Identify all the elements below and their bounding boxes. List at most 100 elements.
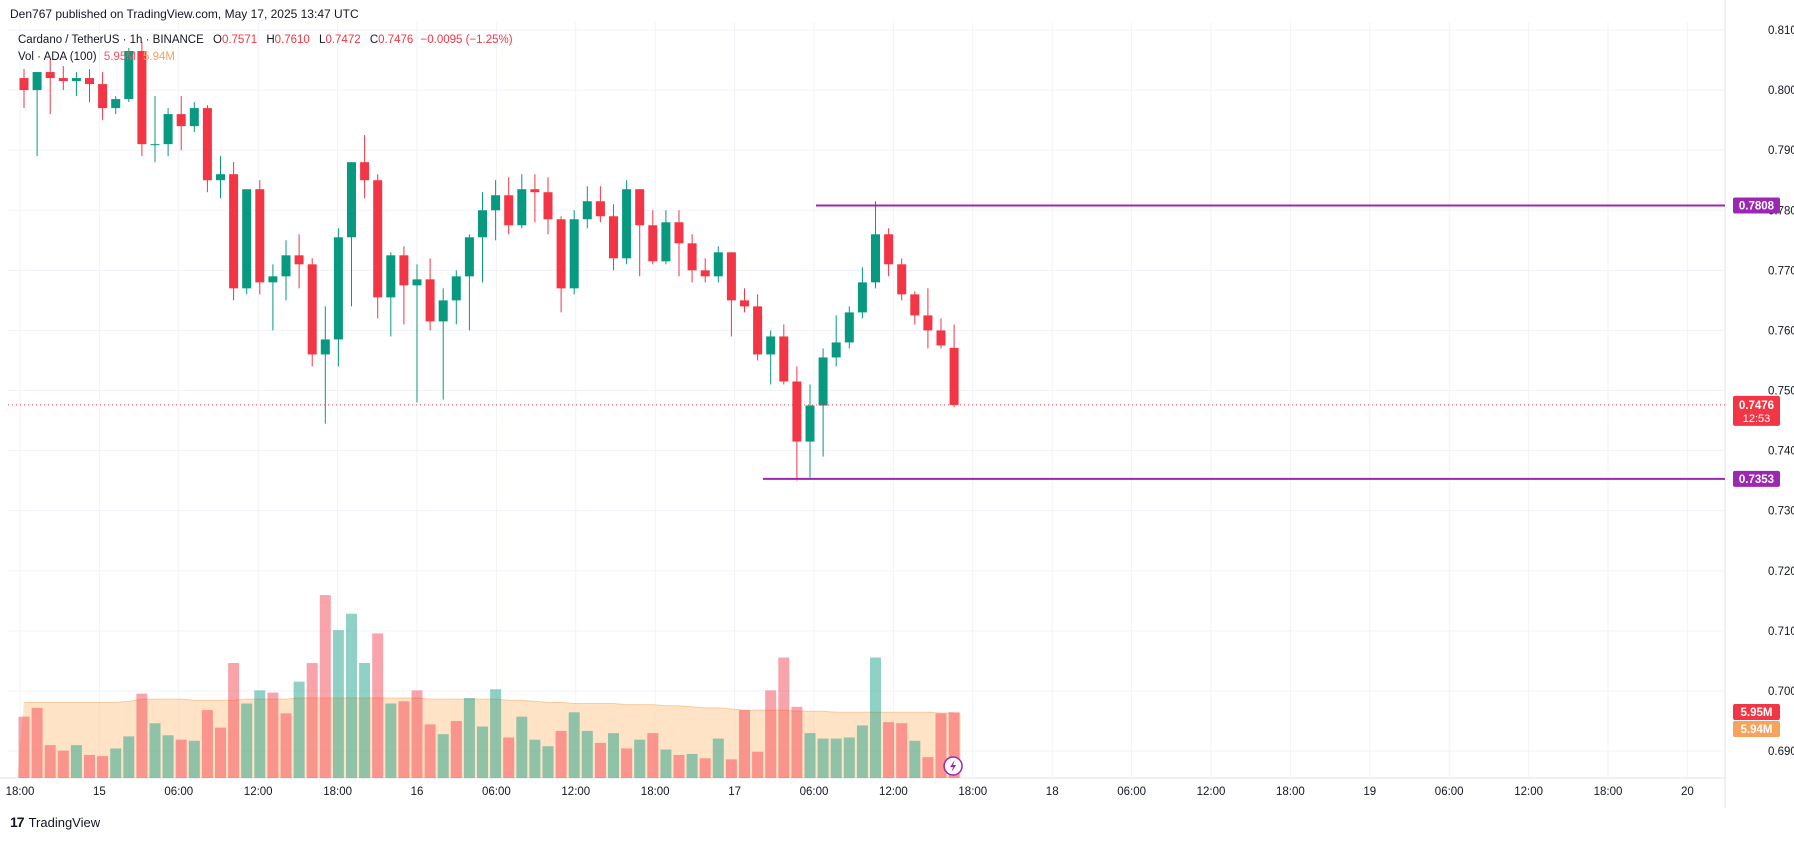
volume-bar (201, 710, 213, 778)
volume-bar (634, 739, 646, 778)
volume-bar (647, 733, 659, 778)
candle (176, 96, 186, 151)
volume-ma-badge: 5.94M (1741, 724, 1773, 736)
candle (373, 174, 383, 319)
candle-body (412, 279, 422, 286)
candle-body (530, 189, 540, 193)
candle-body (923, 315, 933, 331)
candle (609, 204, 618, 271)
volume-bar (215, 727, 226, 778)
candle-body (818, 357, 828, 406)
candle-body (792, 381, 802, 442)
volume-bar (293, 681, 305, 778)
candle (464, 234, 474, 331)
candle (229, 162, 239, 301)
candle (124, 48, 134, 103)
volume-bar (568, 712, 580, 778)
volume-bar (175, 739, 187, 778)
candle (111, 96, 121, 115)
candle-body (884, 234, 894, 265)
volume-bar (699, 758, 711, 778)
volume-bar (372, 633, 384, 778)
candle-body (491, 195, 501, 211)
volume-bar (70, 745, 82, 778)
last-price-badge: 0.7476 (1739, 400, 1774, 412)
ohlc-legend: Cardano / TetherUS · 1h · BINANCE O0.757… (18, 34, 513, 46)
candle (347, 162, 356, 307)
candle (569, 210, 579, 295)
candle (884, 228, 894, 277)
volume-bar (84, 755, 95, 778)
brand-name: TradingView (28, 814, 101, 830)
volume-label: Vol · ADA (100) (18, 51, 97, 63)
candle (674, 210, 684, 277)
candle-body (124, 51, 134, 100)
candle-body (202, 108, 212, 181)
candle-body (425, 279, 435, 322)
candle-body (386, 255, 396, 298)
candle-body (320, 339, 330, 355)
volume-bar (935, 713, 947, 778)
volume-layer (17, 595, 961, 778)
candle-body (360, 162, 370, 181)
volume-bar (188, 740, 200, 778)
candle-body (700, 270, 710, 277)
candle-body (137, 51, 147, 145)
candle-body (189, 108, 199, 127)
candle (530, 174, 540, 223)
candle (582, 186, 592, 229)
candle-body (661, 222, 671, 262)
x-tick-label: 06:00 (1117, 786, 1146, 798)
candle (58, 66, 68, 91)
volume-bar (608, 733, 619, 778)
grid (0, 0, 1726, 808)
volume-bar (843, 737, 855, 778)
candle (425, 258, 435, 331)
close-value: 0.7476 (378, 34, 414, 46)
x-tick-label: 18:00 (323, 786, 352, 798)
candle-body (399, 255, 409, 286)
candle (635, 189, 645, 277)
candle (268, 264, 278, 331)
volume-bar (542, 746, 554, 778)
candle (792, 366, 802, 481)
volume-bar (660, 749, 672, 778)
x-tick-label: 06:00 (1435, 786, 1464, 798)
volume-bar (896, 723, 908, 778)
lightning-glyph (950, 760, 957, 772)
volume-bar (424, 724, 436, 778)
candle-body (58, 78, 68, 82)
volume-bar (490, 689, 502, 778)
candle-body (753, 306, 763, 355)
volume-bar (712, 738, 724, 778)
volume-ma-line (24, 697, 955, 714)
candle-body (622, 189, 632, 259)
candle-body (517, 189, 527, 226)
x-tick-label: 20 (1681, 786, 1694, 798)
volume-bar (44, 745, 56, 778)
candle-body (740, 300, 749, 307)
candle-body (635, 189, 645, 226)
volume-bar (686, 753, 698, 778)
volume-bar (503, 737, 515, 778)
candle (98, 72, 108, 121)
candle (333, 228, 343, 367)
candle (923, 288, 933, 349)
x-tick-label: 16 (411, 786, 424, 798)
candle-body (255, 189, 265, 283)
x-tick-label: 17 (728, 786, 741, 798)
x-tick-label: 15 (93, 786, 106, 798)
candle-body (242, 189, 252, 289)
volume-bar (477, 726, 488, 778)
volume-bar (581, 730, 593, 778)
candle-body (281, 255, 291, 277)
candle-body (32, 72, 42, 91)
candle-body (556, 219, 566, 289)
volume-bar (398, 701, 410, 778)
candle (556, 216, 566, 313)
volume-bar (97, 756, 109, 778)
